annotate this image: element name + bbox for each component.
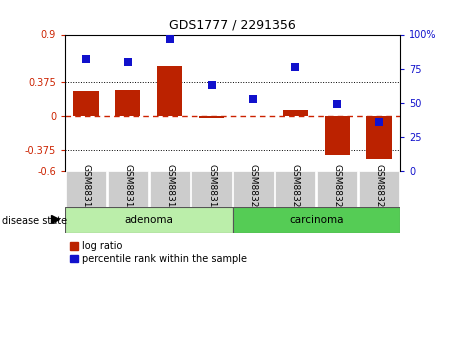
Bar — [192, 171, 232, 207]
Bar — [199, 116, 224, 118]
Text: adenoma: adenoma — [124, 215, 173, 225]
Bar — [359, 171, 399, 207]
Text: GSM88318: GSM88318 — [165, 164, 174, 214]
Text: GSM88317: GSM88317 — [123, 164, 133, 214]
Point — [292, 65, 299, 70]
Bar — [66, 171, 106, 207]
Bar — [283, 110, 308, 116]
Bar — [232, 207, 400, 233]
Legend: log ratio, percentile rank within the sample: log ratio, percentile rank within the sa… — [70, 241, 246, 264]
Bar — [73, 91, 99, 116]
Point — [166, 36, 173, 41]
Text: GSM88321: GSM88321 — [291, 164, 300, 214]
Point — [333, 101, 341, 107]
Bar — [275, 171, 315, 207]
Bar — [65, 207, 232, 233]
Bar — [115, 90, 140, 116]
Bar — [108, 171, 148, 207]
Bar — [366, 116, 392, 159]
Bar — [325, 116, 350, 155]
Point — [250, 96, 257, 101]
Point — [375, 119, 383, 125]
Text: GSM88319: GSM88319 — [207, 164, 216, 214]
Bar — [233, 171, 273, 207]
Bar — [317, 171, 357, 207]
Point — [82, 56, 90, 62]
Bar — [157, 66, 182, 116]
Text: GSM88323: GSM88323 — [374, 164, 384, 214]
Title: GDS1777 / 2291356: GDS1777 / 2291356 — [169, 19, 296, 32]
Text: GSM88316: GSM88316 — [81, 164, 91, 214]
Text: carcinoma: carcinoma — [289, 215, 344, 225]
Text: GSM88320: GSM88320 — [249, 164, 258, 214]
Text: disease state: disease state — [2, 216, 67, 226]
Point — [124, 59, 132, 65]
Bar — [150, 171, 190, 207]
Text: GSM88322: GSM88322 — [332, 164, 342, 213]
Point — [208, 82, 215, 88]
